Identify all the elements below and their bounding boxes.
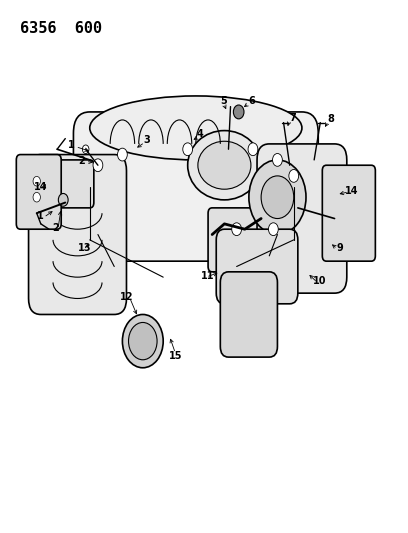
Circle shape xyxy=(232,223,242,236)
Circle shape xyxy=(82,145,89,154)
Circle shape xyxy=(122,314,163,368)
FancyBboxPatch shape xyxy=(208,208,273,272)
Text: 6: 6 xyxy=(249,96,255,106)
Circle shape xyxy=(129,322,157,360)
Circle shape xyxy=(58,193,68,206)
Text: 4: 4 xyxy=(197,130,203,139)
Circle shape xyxy=(33,176,40,186)
Text: 11: 11 xyxy=(200,271,214,281)
Text: 10: 10 xyxy=(313,277,326,286)
Text: 13: 13 xyxy=(78,243,91,253)
Circle shape xyxy=(268,223,278,236)
Circle shape xyxy=(118,148,127,161)
Text: 2: 2 xyxy=(53,223,59,233)
FancyBboxPatch shape xyxy=(220,272,277,357)
Circle shape xyxy=(248,143,258,156)
Circle shape xyxy=(249,160,306,235)
Ellipse shape xyxy=(188,131,261,200)
FancyBboxPatch shape xyxy=(29,155,126,314)
Ellipse shape xyxy=(90,96,302,160)
Text: 9: 9 xyxy=(337,243,343,253)
Circle shape xyxy=(289,169,299,182)
Circle shape xyxy=(261,176,294,219)
Text: 5: 5 xyxy=(220,96,226,106)
FancyBboxPatch shape xyxy=(322,165,375,261)
Circle shape xyxy=(183,143,193,156)
Text: 1: 1 xyxy=(38,212,44,221)
Text: 8: 8 xyxy=(328,114,335,124)
Text: 2: 2 xyxy=(78,157,85,166)
Circle shape xyxy=(233,105,244,119)
Text: 6356  600: 6356 600 xyxy=(20,21,102,36)
Text: 3: 3 xyxy=(144,135,150,145)
Text: 14: 14 xyxy=(345,186,359,196)
Text: 7: 7 xyxy=(289,113,296,123)
FancyBboxPatch shape xyxy=(29,160,94,208)
FancyBboxPatch shape xyxy=(16,155,61,229)
Text: 12: 12 xyxy=(120,292,133,302)
Circle shape xyxy=(33,192,40,202)
Text: 1: 1 xyxy=(68,140,75,150)
FancyBboxPatch shape xyxy=(216,229,298,304)
Circle shape xyxy=(273,154,282,166)
FancyBboxPatch shape xyxy=(73,112,318,261)
Ellipse shape xyxy=(198,141,251,189)
Circle shape xyxy=(93,159,103,172)
Text: 15: 15 xyxy=(169,351,182,361)
FancyBboxPatch shape xyxy=(257,144,347,293)
Text: 14: 14 xyxy=(34,182,48,191)
